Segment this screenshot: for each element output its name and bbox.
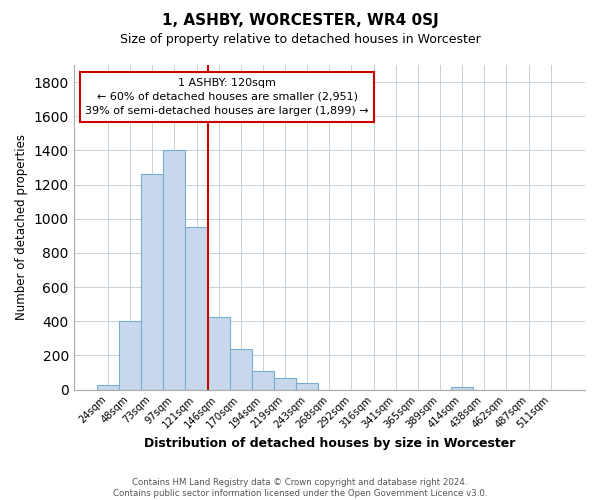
Bar [97,386,119,390]
Bar [208,317,230,390]
X-axis label: Distribution of detached houses by size in Worcester: Distribution of detached houses by size … [143,437,515,450]
Y-axis label: Number of detached properties: Number of detached properties [15,134,28,320]
Bar [296,382,318,390]
Bar [230,350,252,390]
Text: Size of property relative to detached houses in Worcester: Size of property relative to detached ho… [119,32,481,46]
Text: 1 ASHBY: 120sqm
← 60% of detached houses are smaller (2,951)
39% of semi-detache: 1 ASHBY: 120sqm ← 60% of detached houses… [85,78,369,116]
Bar [163,150,185,390]
Bar [119,321,141,390]
Bar [185,228,208,390]
Bar [451,387,473,390]
Text: Contains HM Land Registry data © Crown copyright and database right 2024.
Contai: Contains HM Land Registry data © Crown c… [113,478,487,498]
Bar [141,174,163,390]
Text: 1, ASHBY, WORCESTER, WR4 0SJ: 1, ASHBY, WORCESTER, WR4 0SJ [161,12,439,28]
Bar [252,371,274,390]
Bar [274,378,296,390]
